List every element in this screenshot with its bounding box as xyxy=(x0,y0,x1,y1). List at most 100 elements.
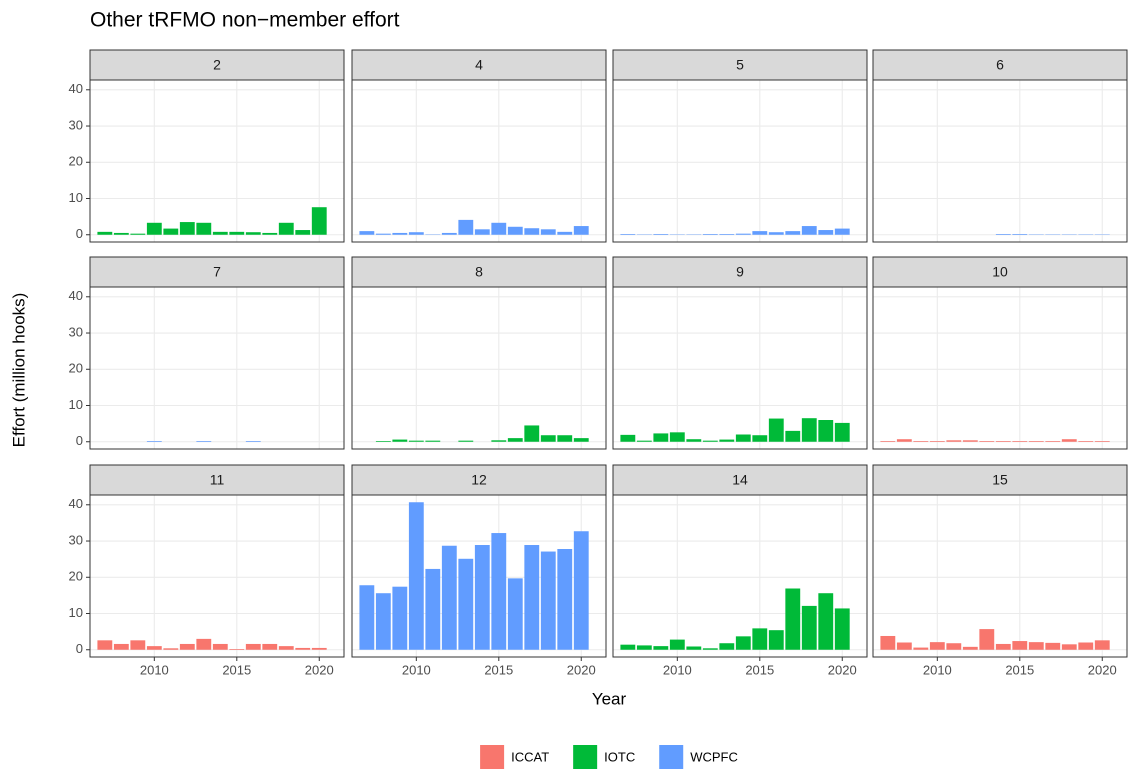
bar xyxy=(785,430,801,442)
bar xyxy=(801,226,817,235)
bar xyxy=(636,645,652,650)
bar xyxy=(1061,644,1077,650)
bar xyxy=(686,646,702,650)
bar xyxy=(113,643,129,650)
bar xyxy=(441,232,457,235)
panel-border xyxy=(351,494,607,658)
bar xyxy=(425,568,441,650)
y-tick-label: 30 xyxy=(69,117,83,132)
bar xyxy=(669,432,685,442)
bar xyxy=(653,646,669,650)
x-tick-label: 2020 xyxy=(567,662,596,677)
strip-label: 9 xyxy=(736,264,744,280)
bar xyxy=(212,643,228,650)
x-tick-label: 2015 xyxy=(745,662,774,677)
bar xyxy=(278,646,294,650)
bar xyxy=(524,425,540,442)
y-tick-label: 30 xyxy=(69,532,83,547)
bar xyxy=(262,232,278,235)
bar xyxy=(946,643,962,650)
bar xyxy=(557,549,573,650)
bar xyxy=(1094,640,1110,650)
strip-label: 4 xyxy=(475,57,483,73)
bar xyxy=(979,441,995,442)
bar xyxy=(1045,441,1061,442)
bar xyxy=(1012,641,1028,650)
y-tick-label: 40 xyxy=(69,496,83,511)
strip xyxy=(89,49,345,81)
bar xyxy=(735,636,751,650)
bar xyxy=(540,435,556,442)
strip xyxy=(351,256,607,288)
bar xyxy=(1061,439,1077,442)
bar xyxy=(768,232,784,235)
bar xyxy=(97,231,113,235)
bar xyxy=(179,222,195,235)
legend-swatch xyxy=(659,745,684,769)
bar xyxy=(491,440,507,442)
bar xyxy=(163,648,179,650)
bar xyxy=(719,643,735,650)
strip-label: 14 xyxy=(732,472,748,488)
bar xyxy=(212,231,228,235)
bar xyxy=(1094,441,1110,442)
strip-label: 8 xyxy=(475,264,483,280)
strip xyxy=(872,256,1128,288)
bar xyxy=(768,418,784,442)
panel-border xyxy=(612,286,868,450)
bar xyxy=(130,233,146,235)
bar xyxy=(113,232,129,235)
bar xyxy=(245,441,261,442)
bar xyxy=(1012,441,1028,442)
bar xyxy=(785,588,801,650)
y-tick-label: 20 xyxy=(69,569,83,584)
bar xyxy=(768,630,784,650)
bar xyxy=(97,640,113,650)
legend: ICCAT IOTC WCPFC xyxy=(480,745,738,769)
strip-label: 10 xyxy=(992,264,1008,280)
bar xyxy=(1028,642,1044,650)
x-tick-label: 2020 xyxy=(305,662,334,677)
strip-label: 11 xyxy=(210,472,225,488)
bar xyxy=(146,441,162,442)
bar xyxy=(163,228,179,235)
panel-background xyxy=(873,80,1127,242)
legend-label: IOTC xyxy=(604,749,635,764)
x-tick-label: 2015 xyxy=(1005,662,1034,677)
bar xyxy=(146,646,162,650)
strip xyxy=(612,464,868,496)
bar xyxy=(311,207,327,235)
y-tick-label: 10 xyxy=(69,190,83,205)
bar xyxy=(719,439,735,442)
panel-border xyxy=(351,79,607,243)
legend-swatch xyxy=(480,745,505,769)
bar xyxy=(880,635,896,650)
y-tick-label: 0 xyxy=(76,641,83,656)
bar xyxy=(425,440,441,442)
y-tick-label: 40 xyxy=(69,288,83,303)
x-tick-label: 2010 xyxy=(402,662,431,677)
bar xyxy=(962,440,978,442)
strip xyxy=(89,464,345,496)
strip-label: 12 xyxy=(471,472,487,488)
bar xyxy=(540,551,556,650)
bar xyxy=(995,643,1011,650)
bar xyxy=(752,231,768,235)
y-axis-title: Effort (million hooks) xyxy=(9,293,28,448)
y-tick-label: 20 xyxy=(69,154,83,169)
bar xyxy=(491,222,507,235)
y-tick-label: 0 xyxy=(76,433,83,448)
panel-border xyxy=(89,494,345,658)
bar xyxy=(229,649,245,650)
bar xyxy=(636,440,652,442)
bar xyxy=(946,440,962,442)
bar xyxy=(540,229,556,235)
bar xyxy=(392,586,408,650)
bar xyxy=(524,545,540,650)
bar xyxy=(1078,642,1094,650)
bar xyxy=(929,642,945,650)
bar xyxy=(375,441,391,442)
panel-background xyxy=(90,80,344,242)
y-tick-label: 10 xyxy=(69,605,83,620)
bar xyxy=(557,435,573,442)
